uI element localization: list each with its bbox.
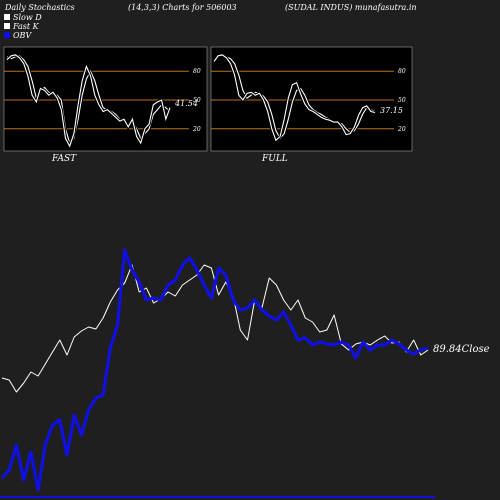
fast-level-label-50: 50 bbox=[193, 97, 201, 104]
close-price-label: 89.84Close bbox=[433, 344, 490, 355]
fast-level-label-80: 80 bbox=[193, 68, 201, 75]
legend-label-slow-d: Slow D bbox=[13, 13, 42, 22]
full-level-label-20: 20 bbox=[397, 126, 406, 133]
chart-source: (SUDAL INDUS) munafasutra.in bbox=[285, 3, 417, 12]
legend-swatch-fast-k bbox=[4, 23, 10, 29]
legend-label-obv: OBV bbox=[13, 31, 32, 40]
fast-panel-title: FAST bbox=[51, 154, 77, 164]
chart-params: (14,3,3) Charts for 506003 bbox=[128, 3, 237, 12]
legend-label-fast-k: Fast K bbox=[12, 22, 40, 31]
full-stochastic-panel: 80 50 20 37.15 FULL bbox=[210, 46, 413, 164]
chart-title: Daily Stochastics bbox=[4, 3, 75, 12]
obv-line bbox=[0, 248, 429, 492]
fast-level-label-20: 20 bbox=[192, 126, 201, 133]
fast-series-line-1 bbox=[6, 54, 171, 148]
full-level-label-80: 80 bbox=[398, 68, 406, 75]
legend-swatch-obv bbox=[4, 32, 10, 38]
full-last-value: 37.15 bbox=[380, 106, 403, 115]
full-series-line-1 bbox=[213, 54, 376, 142]
fast-stochastic-panel: 80 50 20 41.54 FAST bbox=[3, 46, 208, 164]
full-level-label-50: 50 bbox=[398, 97, 406, 104]
legend: Slow D Fast K OBV bbox=[4, 13, 42, 40]
price-obv-chart bbox=[0, 248, 429, 492]
full-series-line-0 bbox=[213, 55, 376, 140]
full-panel-title: FULL bbox=[261, 154, 288, 164]
legend-swatch-slow-d bbox=[4, 14, 10, 20]
fast-last-value: 41.54 bbox=[174, 99, 198, 108]
